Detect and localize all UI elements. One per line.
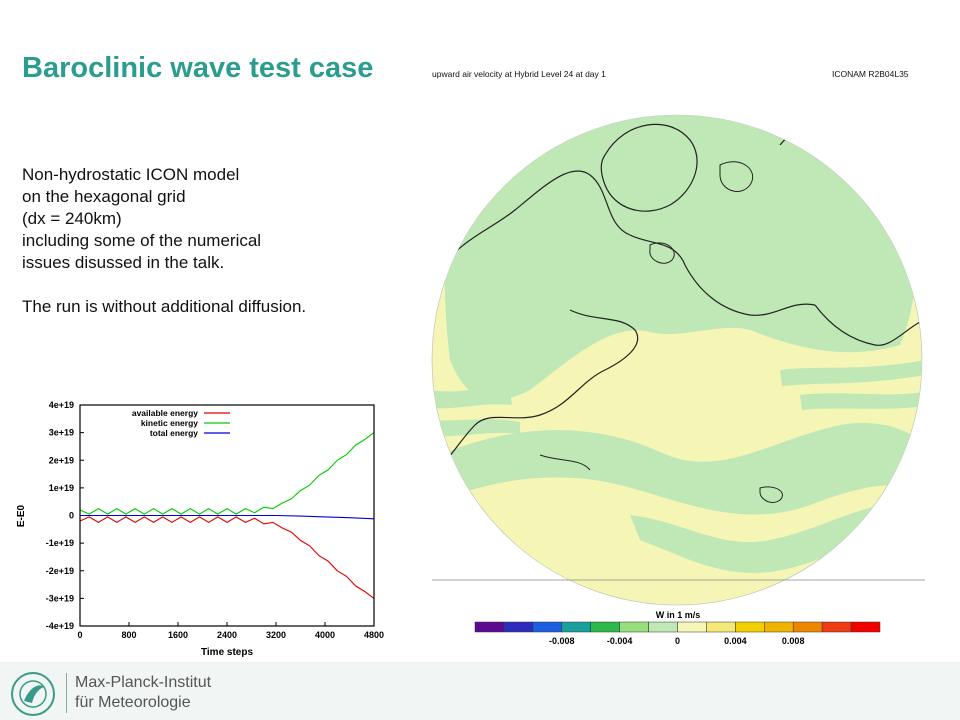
map-title: upward air velocity at Hybrid Level 24 a… (432, 69, 606, 79)
colorbar-swatch (619, 621, 649, 633)
southern-green-band (440, 422, 922, 515)
colorbar-swatch (764, 621, 794, 633)
x-tick-label: 800 (121, 630, 136, 640)
y-axis-label: E-E0 (16, 504, 27, 527)
legend-label: available energy (132, 408, 198, 418)
colorbar-tick-label: -0.008 (549, 636, 575, 646)
y-tick-label: 2e+19 (49, 455, 74, 465)
series-line-total-energy (80, 514, 375, 520)
desc-line: issues disussed in the talk. (22, 253, 225, 272)
y-tick-label: -2e+19 (46, 566, 74, 576)
institute-line-2: für Meteorologie (75, 694, 191, 711)
colorbar-swatch (474, 621, 505, 633)
y-tick-label: 1e+19 (49, 483, 74, 493)
legend-label: kinetic energy (141, 418, 198, 428)
y-tick-label: 3e+19 (49, 428, 74, 438)
desc-line: including some of the numerical (22, 231, 262, 250)
colorbar-tick-label: 0.008 (782, 636, 805, 646)
institute-name: Max-Planck-Institut für Meteorologie (66, 673, 211, 713)
coastline-southeast (539, 454, 783, 503)
colorbar-swatch (532, 621, 563, 633)
footer (0, 662, 960, 720)
colorbar-swatch (561, 621, 591, 633)
x-tick-label: 4800 (364, 630, 384, 640)
coastline-arctic-islands (649, 161, 754, 264)
x-tick-label: 2400 (217, 630, 237, 640)
colorbar-swatch (792, 621, 823, 633)
plot-frame (79, 404, 375, 627)
colorbar-swatch (503, 621, 534, 633)
x-tick-label: 1600 (168, 630, 188, 640)
colorbar-tick-label: -0.004 (607, 636, 633, 646)
colorbar-swatch (590, 621, 620, 633)
colorbar: -0.008 -0.004 0 0.004 0.008 (474, 621, 881, 646)
globe-map: upward air velocity at Hybrid Level 24 a… (431, 69, 925, 646)
colorbar-swatch (648, 621, 678, 633)
globe-velocity-field (432, 115, 922, 573)
colorbar-swatch (706, 621, 736, 633)
series-line-available-energy (79, 516, 375, 599)
desc-line: on the hexagonal grid (22, 187, 186, 206)
y-tick-label: -4e+19 (46, 621, 74, 631)
colorbar-tick-label: 0 (675, 636, 680, 646)
colorbar-tick-label: 0.004 (724, 636, 747, 646)
coastline-greenland (600, 123, 698, 212)
slide-description: Non-hydrostatic ICON model on the hexago… (22, 164, 306, 318)
x-axis-label: Time steps (201, 647, 253, 658)
colorbar-title: W in 1 m/s (656, 610, 701, 620)
y-tick-label: 4e+19 (49, 400, 74, 410)
y-tick-label: 0 (69, 511, 74, 521)
legend-label: total energy (150, 428, 198, 438)
x-tick-label: 0 (77, 630, 82, 640)
desc-line: (dx = 240km) (22, 209, 122, 228)
polar-green-region (444, 115, 917, 401)
desc-note: The run is without additional diffusion. (22, 297, 307, 316)
slide-title: Baroclinic wave test case (22, 52, 374, 84)
western-green-streaks (432, 389, 520, 437)
y-tick-label: -3e+19 (46, 593, 74, 603)
colorbar-swatch (677, 621, 707, 633)
energy-chart: 0 800 1600 2400 3200 4000 4800 4e+19 3e+19 2e+19 1… (16, 400, 384, 658)
desc-line: Non-hydrostatic ICON model (22, 165, 240, 184)
map-run-label: ICONAM R2B04L35 (832, 69, 909, 79)
colorbar-swatch (735, 621, 765, 633)
eastern-green-streaks (780, 360, 922, 410)
institute-line-1: Max-Planck-Institut (75, 674, 212, 691)
colorbar-swatch (821, 621, 852, 633)
x-tick-label: 3200 (266, 630, 286, 640)
x-tick-label: 4000 (315, 630, 335, 640)
coastline-asia (434, 309, 639, 471)
y-tick-label: -1e+19 (46, 538, 74, 548)
mpi-logo-icon (11, 672, 55, 716)
series-line-kinetic-energy (79, 432, 375, 515)
colorbar-swatch (850, 621, 881, 633)
coastline-north-america (439, 170, 816, 316)
